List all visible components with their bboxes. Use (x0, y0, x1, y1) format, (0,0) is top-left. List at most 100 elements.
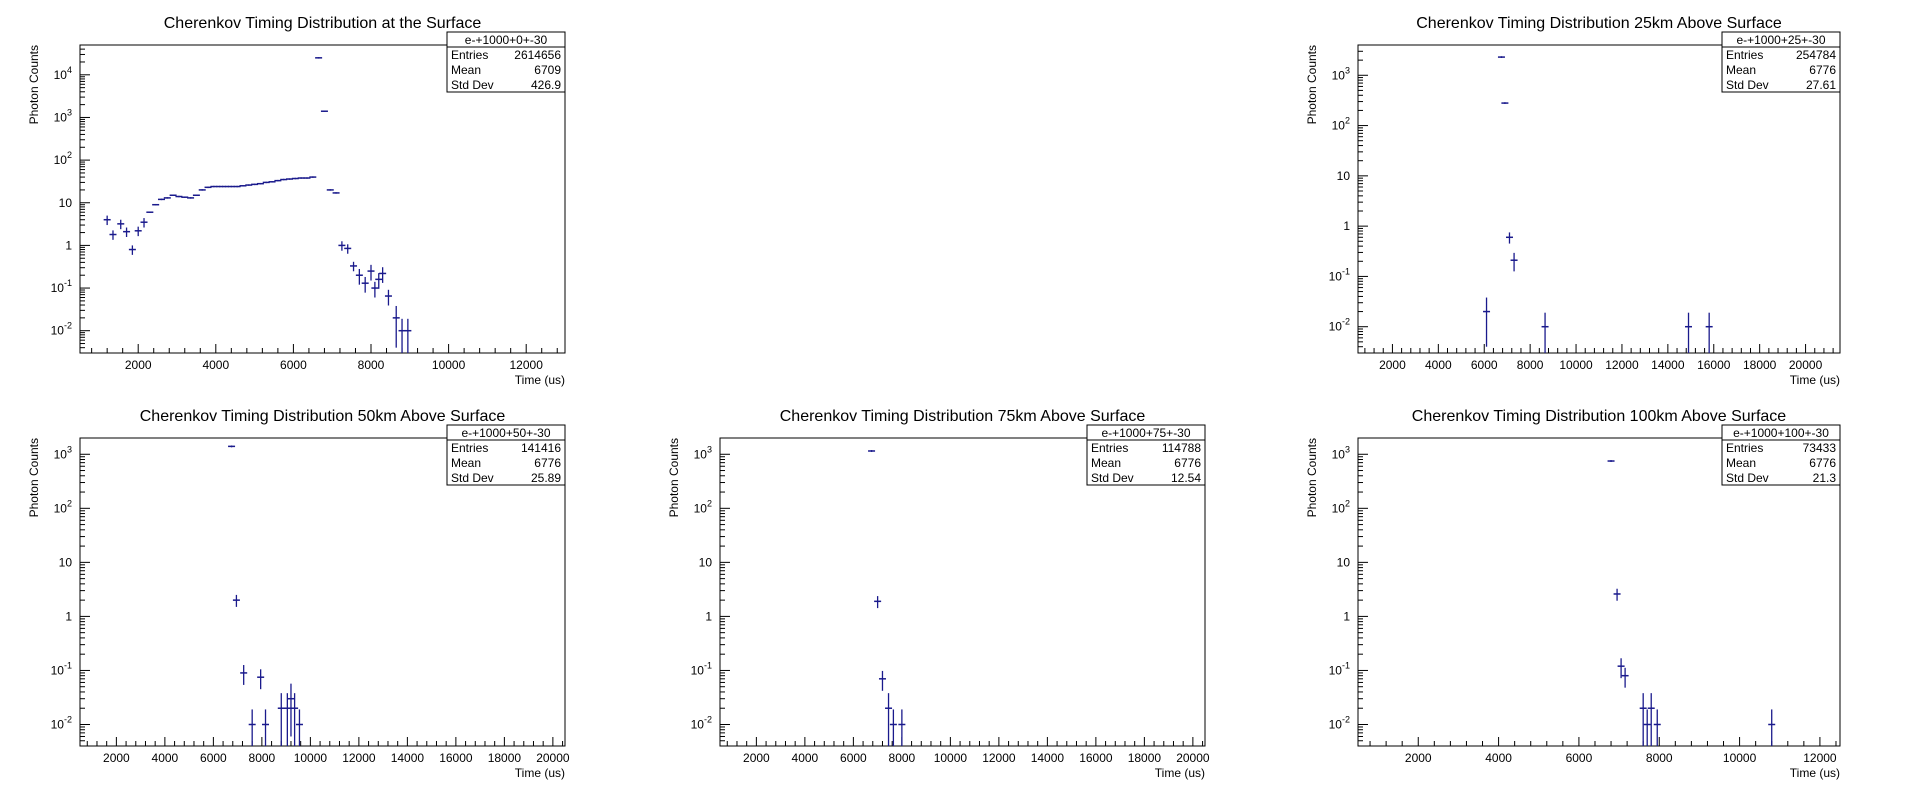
chart-0-data-point (140, 218, 148, 228)
chart-1-stats-box (1721, 31, 1841, 93)
chart-2-data-point (277, 693, 285, 746)
chart-2: Cherenkov Timing Distribution 50km Above… (27, 408, 570, 780)
chart-0-xtick-label: 2000 (125, 358, 152, 372)
chart-0-ytick-label: 10-1 (51, 278, 72, 295)
chart-2-data-point (291, 693, 299, 746)
chart-3-stats-name: e-+1000+75+-30 (1101, 426, 1190, 440)
chart-4-title: Cherenkov Timing Distribution 100km Abov… (1412, 408, 1787, 425)
chart-4-xlabel: Time (us) (1790, 766, 1840, 780)
chart-1-data-point (1541, 312, 1549, 353)
chart-0-data-point (169, 194, 177, 197)
chart-0-data-point (303, 177, 311, 179)
chart-1-data-point (1501, 102, 1509, 104)
chart-1-xtick-label: 20000 (1789, 358, 1823, 372)
chart-4-ytick-label: 10 (1337, 555, 1351, 569)
chart-1-xtick-label: 10000 (1559, 358, 1593, 372)
chart-0-data-point (256, 182, 264, 185)
chart-1-ytick-label: 10-1 (1329, 266, 1350, 283)
chart-0-data-point (192, 194, 200, 197)
chart-2-data-point (240, 665, 248, 685)
chart-1-stats-label: Mean (1726, 63, 1756, 77)
chart-0-ytick-label: 102 (54, 150, 72, 167)
chart-0-data-point (320, 110, 328, 112)
chart-3-stats-label: Entries (1091, 441, 1128, 455)
chart-0-frame (79, 44, 566, 354)
chart-0-data-point (146, 211, 154, 213)
chart-4-data-point (1647, 693, 1655, 746)
chart-3-xtick-label: 12000 (982, 751, 1016, 765)
chart-3-xlabel: Time (us) (1155, 766, 1205, 780)
chart-4-xtick-label: 10000 (1723, 751, 1757, 765)
chart-2-xtick-label: 2000 (103, 751, 130, 765)
chart-0-data-point (204, 186, 212, 189)
chart-3-ytick-label: 10-2 (691, 714, 712, 731)
chart-4-data-point (1653, 709, 1661, 746)
chart-4-ytick-label: 1 (1343, 609, 1350, 623)
chart-0-stats-label: Mean (451, 63, 481, 77)
chart-1-data-point (1505, 232, 1513, 244)
chart-2-xtick-label: 4000 (152, 751, 179, 765)
chart-0-data-point (163, 197, 171, 199)
chart-1-xlabel: Time (us) (1790, 373, 1840, 387)
chart-1-data-point (1685, 312, 1693, 353)
chart-3-xtick-label: 6000 (840, 751, 867, 765)
chart-3-stats-label: Std Dev (1091, 471, 1134, 485)
chart-3-stats-value: 6776 (1174, 456, 1201, 470)
chart-4-ytick-label: 102 (1332, 498, 1350, 515)
chart-1-stats-label: Entries (1726, 48, 1763, 62)
chart-0-xtick-label: 8000 (358, 358, 385, 372)
chart-3-ytick-label: 10-1 (691, 660, 712, 677)
chart-4-stats-value: 73433 (1803, 441, 1837, 455)
chart-3-xtick-label: 16000 (1079, 751, 1113, 765)
chart-2-xtick-label: 14000 (391, 751, 425, 765)
chart-0-ytick-label: 10-2 (51, 321, 72, 338)
chart-2-ylabel: Photon Counts (27, 438, 41, 517)
chart-4-xtick-label: 6000 (1566, 751, 1593, 765)
chart-3-data-point (898, 709, 906, 746)
chart-0-stats-value: 2614656 (514, 48, 561, 62)
chart-0-title: Cherenkov Timing Distribution at the Sur… (164, 15, 482, 32)
chart-2-stats-name: e-+1000+50+-30 (461, 426, 550, 440)
chart-2-ytick-label: 102 (54, 498, 72, 515)
chart-3-data-point (874, 596, 882, 609)
chart-2-title: Cherenkov Timing Distribution 50km Above… (140, 408, 506, 425)
chart-1-xtick-label: 14000 (1651, 358, 1685, 372)
chart-2-ytick-label: 10 (59, 555, 73, 569)
chart-3-ylabel: Photon Counts (667, 438, 681, 517)
chart-1-ytick-label: 1 (1343, 219, 1350, 233)
chart-1-ytick-label: 10 (1337, 169, 1351, 183)
chart-0-xtick-label: 6000 (280, 358, 307, 372)
chart-0: Cherenkov Timing Distribution at the Sur… (27, 15, 566, 387)
chart-0-stats-name: e-+1000+0+-30 (465, 33, 548, 47)
chart-1-stats-label: Std Dev (1726, 78, 1769, 92)
chart-3-xtick-label: 18000 (1128, 751, 1162, 765)
chart-3-frame (719, 437, 1206, 747)
chart-4-frame (1357, 437, 1841, 747)
chart-0-data-point (233, 185, 241, 188)
chart-2-data-point (283, 693, 291, 746)
chart-1-stats-value: 254784 (1796, 48, 1836, 62)
chart-3-data-point (878, 670, 886, 691)
chart-2-xtick-label: 18000 (488, 751, 522, 765)
chart-1-title: Cherenkov Timing Distribution 25km Above… (1416, 15, 1782, 32)
chart-0-xlabel: Time (us) (515, 373, 565, 387)
chart-4-stats-label: Mean (1726, 456, 1756, 470)
chart-0-data-point (274, 179, 282, 182)
chart-4-ylabel: Photon Counts (1305, 438, 1319, 517)
chart-1-xtick-label: 12000 (1605, 358, 1639, 372)
chart-2-xtick-label: 12000 (342, 751, 376, 765)
chart-0-data-point (157, 198, 165, 201)
chart-1-ytick-label: 10-2 (1329, 317, 1350, 334)
chart-1-xtick-label: 6000 (1471, 358, 1498, 372)
chart-1-xtick-label: 16000 (1697, 358, 1731, 372)
chart-2-ytick-label: 1 (65, 609, 72, 623)
chart-1-xtick-label: 4000 (1425, 358, 1452, 372)
chart-2-xlabel: Time (us) (515, 766, 565, 780)
chart-2-stats-value: 141416 (521, 441, 561, 455)
chart-3: Cherenkov Timing Distribution 75km Above… (667, 408, 1210, 780)
chart-4-stats-value: 6776 (1809, 456, 1836, 470)
chart-0-data-point (379, 267, 387, 283)
chart-1-stats-name: e-+1000+25+-30 (1736, 33, 1825, 47)
chart-0-stats-box (446, 31, 566, 93)
